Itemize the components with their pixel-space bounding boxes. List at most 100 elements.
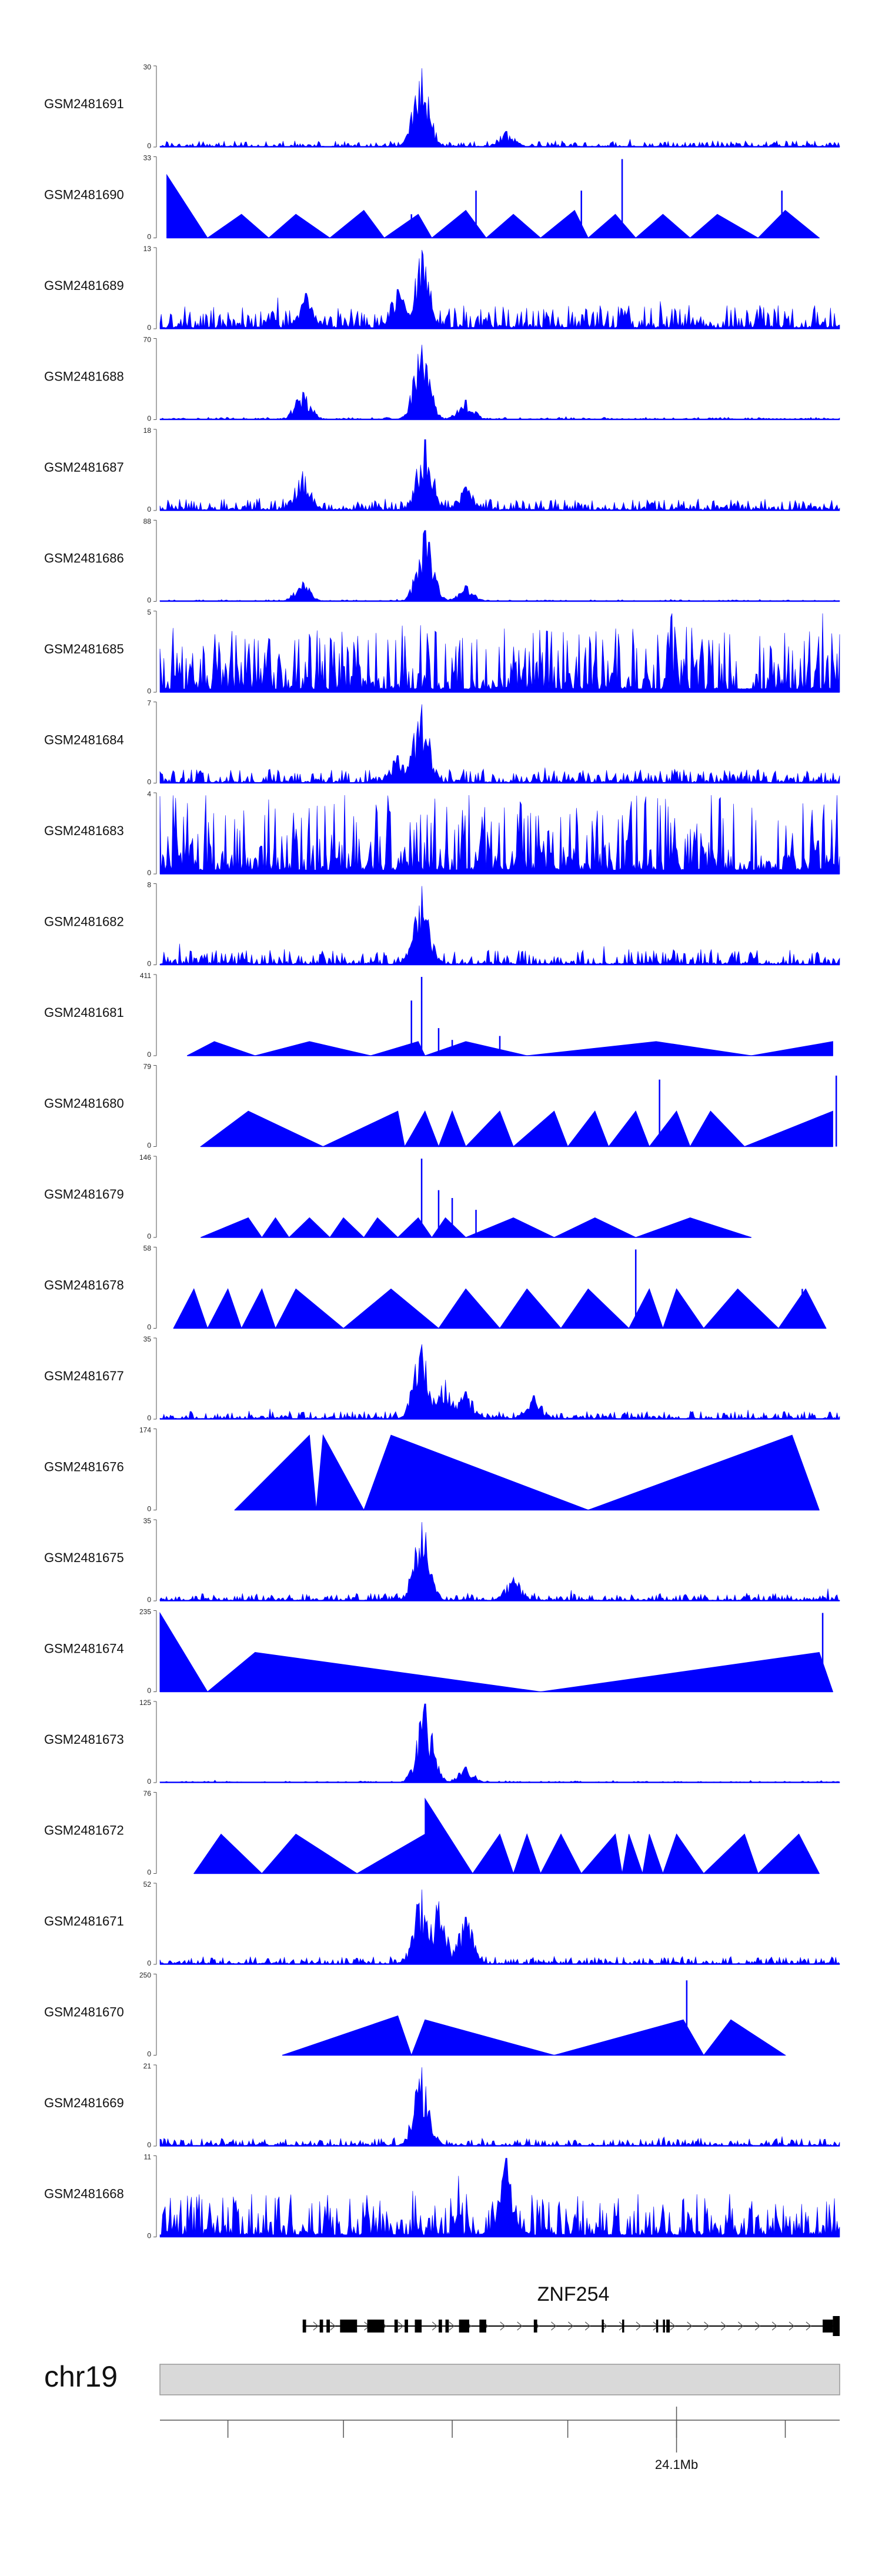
strand-arrow xyxy=(313,2321,319,2331)
track-label: GSM2481685 xyxy=(44,642,124,656)
track-signal-area xyxy=(159,1611,834,1693)
track-ymin-label: 0 xyxy=(147,1414,151,1422)
track: GSM2481691 30 0 xyxy=(44,63,840,150)
track: GSM2481669 21 0 xyxy=(44,2062,840,2149)
track-label: GSM2481689 xyxy=(44,278,124,293)
track-ymax-label: 79 xyxy=(143,1063,152,1071)
track-ymax-label: 33 xyxy=(143,154,152,162)
track-ymax-label: 88 xyxy=(143,518,152,526)
track-signal-area xyxy=(159,530,840,602)
gene-name: ZNF254 xyxy=(537,2283,610,2305)
track-label: GSM2481687 xyxy=(44,460,124,475)
track-ymin-label: 0 xyxy=(147,415,151,423)
track: GSM2481682 8 0 xyxy=(44,881,840,968)
track-signal-area xyxy=(166,173,820,239)
track-signal-area xyxy=(201,1217,751,1238)
track: GSM2481687 18 0 xyxy=(44,426,840,513)
track-ymax-label: 4 xyxy=(147,790,151,798)
track-ymin-label: 0 xyxy=(147,323,151,332)
strand-arrow xyxy=(771,2321,778,2331)
track-label: GSM2481688 xyxy=(44,369,124,383)
gene-exon xyxy=(326,2320,330,2333)
track-ymax-label: 146 xyxy=(139,1153,151,1162)
track-ymin-label: 0 xyxy=(147,233,151,241)
track: GSM2481684 7 0 xyxy=(44,699,840,786)
track-signal-area xyxy=(159,1344,840,1420)
track-ymin-label: 0 xyxy=(147,505,151,513)
track-signal-area xyxy=(159,795,840,875)
track: GSM2481673 125 0 xyxy=(44,1699,840,1786)
track-ymax-label: 125 xyxy=(139,1699,151,1707)
track-label: GSM2481670 xyxy=(44,2004,124,2019)
track-signal-area xyxy=(159,249,840,329)
gene-exon xyxy=(479,2320,486,2333)
track-ymin-label: 0 xyxy=(147,596,151,605)
strand-arrow xyxy=(567,2321,574,2331)
gene-exon xyxy=(663,2320,665,2333)
track-ymax-label: 411 xyxy=(140,972,151,980)
strand-arrow xyxy=(721,2321,727,2331)
track-ymax-label: 35 xyxy=(143,1335,152,1343)
track-label: GSM2481691 xyxy=(44,96,124,111)
track-signal-area xyxy=(282,2015,787,2056)
track-ymax-label: 76 xyxy=(143,1790,152,1798)
track-ymin-label: 0 xyxy=(147,2050,151,2058)
gene-track: ZNF254 xyxy=(302,2283,840,2336)
track-ymax-label: 21 xyxy=(143,2062,152,2070)
track-ymin-label: 0 xyxy=(147,869,151,877)
track-signal-area xyxy=(159,2158,840,2237)
track-ymin-label: 0 xyxy=(147,1687,151,1695)
strand-arrow xyxy=(500,2321,506,2331)
track-signal-area xyxy=(159,68,840,148)
track-ymax-label: 250 xyxy=(139,1971,151,1980)
gene-exon xyxy=(459,2320,469,2333)
strand-arrow xyxy=(806,2321,811,2331)
track-signal-area xyxy=(173,1288,827,1330)
track: GSM2481681 411 0 xyxy=(44,972,833,1059)
track-ymin-label: 0 xyxy=(147,2232,151,2240)
strand-arrow xyxy=(636,2321,642,2331)
track: GSM2481685 5 0 xyxy=(44,608,840,695)
track: GSM2481671 52 0 xyxy=(44,1880,840,1967)
strand-arrow xyxy=(551,2321,557,2331)
track-label: GSM2481676 xyxy=(44,1459,124,1474)
track-ymax-label: 30 xyxy=(143,63,152,71)
strand-arrow xyxy=(584,2321,591,2331)
track-signal-area xyxy=(159,1889,840,1965)
track-signal-area xyxy=(186,1041,833,1056)
track-label: GSM2481681 xyxy=(44,1005,124,1020)
gene-exon xyxy=(302,2320,306,2333)
track-label: GSM2481677 xyxy=(44,1369,124,1383)
track: GSM2481678 58 0 xyxy=(44,1244,827,1332)
gene-exon xyxy=(415,2320,422,2333)
track-ymin-label: 0 xyxy=(147,1505,151,1513)
track-signal-area xyxy=(159,439,840,511)
strand-arrow xyxy=(704,2321,710,2331)
track-signal-area xyxy=(159,1521,840,1601)
track-ymin-label: 0 xyxy=(147,1232,151,1240)
track-ymin-label: 0 xyxy=(147,1050,151,1059)
track-signal-area xyxy=(159,613,840,693)
gene-exon xyxy=(622,2320,624,2333)
track-ymax-label: 35 xyxy=(143,1517,152,1525)
track-label: GSM2481690 xyxy=(44,187,124,202)
strand-arrow xyxy=(449,2321,455,2331)
strand-arrow xyxy=(397,2321,404,2331)
track-ymin-label: 0 xyxy=(147,1323,151,1332)
track-ymin-label: 0 xyxy=(147,2141,151,2149)
strand-arrow xyxy=(670,2321,676,2331)
position-tick-label: 24.1Mb xyxy=(655,2457,698,2472)
track-label: GSM2481675 xyxy=(44,1550,124,1565)
track-label: GSM2481678 xyxy=(44,1277,124,1292)
signal-tracks: GSM2481691300GSM2481690330GSM2481689130G… xyxy=(44,63,840,2240)
track-ymax-label: 7 xyxy=(147,699,151,708)
track-ymax-label: 5 xyxy=(147,608,151,616)
track-ymax-label: 70 xyxy=(143,336,152,344)
track-label: GSM2481669 xyxy=(44,2095,124,2110)
track-signal-area xyxy=(193,1797,820,1875)
track-ymax-label: 18 xyxy=(143,426,152,435)
strand-arrow xyxy=(789,2321,794,2331)
track-label: GSM2481673 xyxy=(44,1732,124,1747)
gene-exon xyxy=(602,2320,604,2333)
